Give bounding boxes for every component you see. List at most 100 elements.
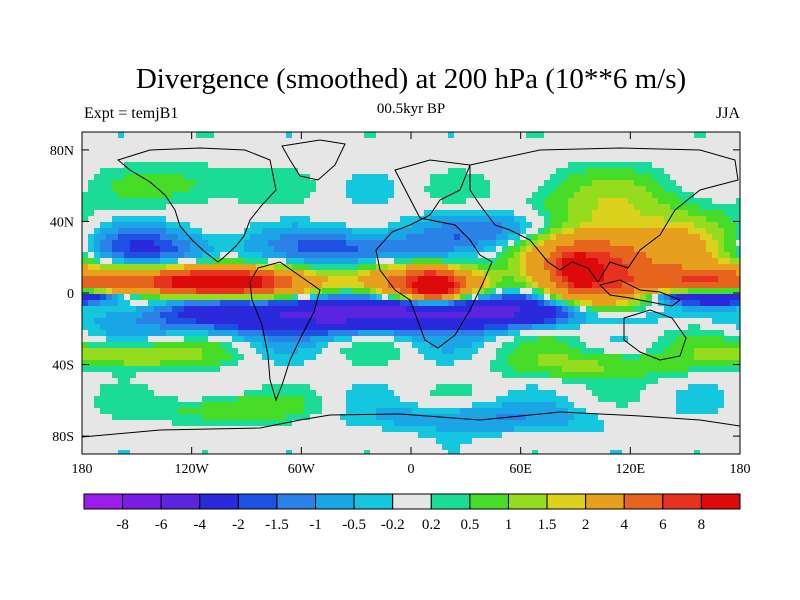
field-cell — [244, 360, 251, 367]
field-cell — [592, 228, 599, 235]
field-cell — [724, 138, 731, 145]
field-cell — [94, 198, 101, 205]
field-cell — [298, 216, 305, 223]
field-cell — [106, 258, 113, 265]
field-cell — [700, 354, 707, 361]
field-cell — [334, 348, 341, 355]
field-cell — [478, 264, 485, 271]
field-cell — [568, 384, 575, 391]
field-cell — [82, 366, 89, 373]
field-cell — [628, 132, 635, 139]
field-cell — [562, 300, 569, 307]
field-cell — [106, 198, 113, 205]
field-cell — [652, 168, 659, 175]
field-cell — [694, 336, 701, 343]
field-cell — [544, 312, 551, 319]
field-cell — [100, 330, 107, 337]
field-cell — [670, 276, 677, 283]
field-cell — [160, 306, 167, 313]
field-cell — [640, 180, 647, 187]
field-cell — [550, 330, 557, 337]
field-cell — [226, 192, 233, 199]
field-cell — [178, 168, 185, 175]
field-cell — [166, 360, 173, 367]
field-cell — [334, 360, 341, 367]
field-cell — [646, 318, 653, 325]
field-cell — [142, 258, 149, 265]
field-cell — [94, 270, 101, 277]
field-cell — [316, 144, 323, 151]
field-cell — [190, 366, 197, 373]
field-cell — [214, 330, 221, 337]
field-cell — [400, 306, 407, 313]
field-cell — [370, 168, 377, 175]
field-cell — [256, 336, 263, 343]
field-cell — [634, 282, 641, 289]
field-cell — [388, 174, 395, 181]
field-cell — [592, 156, 599, 163]
field-cell — [226, 348, 233, 355]
field-cell — [442, 138, 449, 145]
field-cell — [256, 366, 263, 373]
field-cell — [88, 402, 95, 409]
field-cell — [658, 306, 665, 313]
field-cell — [694, 378, 701, 385]
field-cell — [208, 294, 215, 301]
field-cell — [478, 168, 485, 175]
field-cell — [424, 354, 431, 361]
field-cell — [220, 360, 227, 367]
field-cell — [262, 216, 269, 223]
field-cell — [106, 234, 113, 241]
field-cell — [268, 156, 275, 163]
field-cell — [394, 318, 401, 325]
field-cell — [448, 156, 455, 163]
field-cell — [226, 228, 233, 235]
field-cell — [460, 162, 467, 169]
field-cell — [202, 318, 209, 325]
field-cell — [130, 180, 137, 187]
field-cell — [268, 378, 275, 385]
field-cell — [100, 354, 107, 361]
field-cell — [232, 354, 239, 361]
field-cell — [484, 156, 491, 163]
field-cell — [370, 234, 377, 241]
field-cell — [394, 162, 401, 169]
field-cell — [142, 252, 149, 259]
field-cell — [190, 204, 197, 211]
field-cell — [496, 312, 503, 319]
field-cell — [586, 378, 593, 385]
field-cell — [532, 264, 539, 271]
field-cell — [664, 330, 671, 337]
field-cell — [562, 336, 569, 343]
field-cell — [586, 372, 593, 379]
field-cell — [562, 252, 569, 259]
field-cell — [652, 318, 659, 325]
field-cell — [346, 144, 353, 151]
field-cell — [382, 318, 389, 325]
field-cell — [466, 174, 473, 181]
field-cell — [712, 246, 719, 253]
field-cell — [130, 300, 137, 307]
field-cell — [394, 144, 401, 151]
field-cell — [262, 348, 269, 355]
field-cell — [478, 240, 485, 247]
field-cell — [436, 258, 443, 265]
field-cell — [160, 288, 167, 295]
field-cell — [202, 132, 209, 139]
field-cell — [268, 270, 275, 277]
field-cell — [718, 348, 725, 355]
field-cell — [508, 390, 515, 397]
field-cell — [244, 294, 251, 301]
field-cell — [508, 366, 515, 373]
field-cell — [310, 168, 317, 175]
field-cell — [178, 396, 185, 403]
field-cell — [172, 198, 179, 205]
field-cell — [622, 276, 629, 283]
field-cell — [124, 150, 131, 157]
field-cell — [598, 150, 605, 157]
field-cell — [538, 240, 545, 247]
field-cell — [340, 132, 347, 139]
field-cell — [88, 222, 95, 229]
field-cell — [442, 144, 449, 151]
field-cell — [406, 198, 413, 205]
